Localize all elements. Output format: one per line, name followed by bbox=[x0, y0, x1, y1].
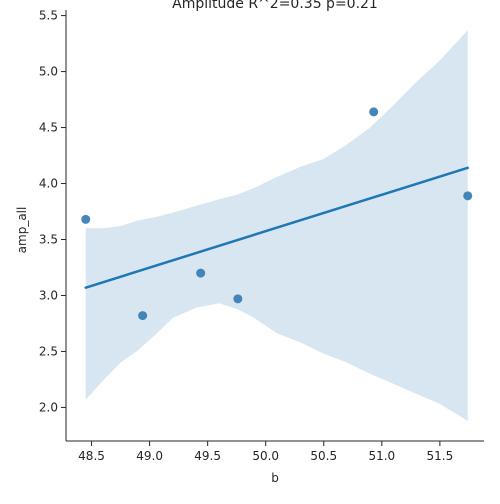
regression-line-layer bbox=[84, 166, 469, 289]
y-tick-label: 2.5 bbox=[39, 344, 58, 358]
y-tick-label: 3.5 bbox=[39, 232, 58, 246]
y-tick-label: 4.5 bbox=[39, 121, 58, 135]
x-axis-label: b bbox=[271, 471, 279, 485]
x-tick-label: 48.5 bbox=[78, 449, 105, 463]
x-tick-label: 50.0 bbox=[252, 449, 279, 463]
data-point bbox=[233, 294, 243, 304]
data-points-layer bbox=[81, 107, 473, 321]
confidence-band bbox=[85, 30, 468, 421]
data-point bbox=[81, 214, 91, 224]
x-tick-label: 49.0 bbox=[136, 449, 163, 463]
x-tick-label: 51.0 bbox=[368, 449, 395, 463]
y-tick-label: 5.5 bbox=[39, 9, 58, 23]
chart-title: Amplitude R^2=0.35 p=0.21 bbox=[172, 0, 378, 12]
data-point bbox=[463, 191, 473, 201]
y-tick-label: 3.0 bbox=[39, 288, 58, 302]
data-point bbox=[138, 311, 148, 321]
y-tick-label: 5.0 bbox=[39, 65, 58, 79]
x-tick-label: 51.5 bbox=[427, 449, 454, 463]
x-tick-label: 49.5 bbox=[194, 449, 221, 463]
axes-layer: 48.5 49.0 49.5 50.0 50.5 51.0 51.5 2.0 2.5 3.0 3.5… bbox=[39, 9, 484, 463]
data-point bbox=[369, 107, 379, 117]
y-tick-label: 2.0 bbox=[39, 400, 58, 414]
x-tick-label: 50.5 bbox=[310, 449, 337, 463]
y-axis-label: amp_all bbox=[15, 207, 29, 254]
regression-line bbox=[84, 166, 469, 289]
data-point bbox=[196, 268, 206, 278]
confidence-band-layer bbox=[85, 30, 468, 421]
y-tick-label: 4.0 bbox=[39, 177, 58, 191]
